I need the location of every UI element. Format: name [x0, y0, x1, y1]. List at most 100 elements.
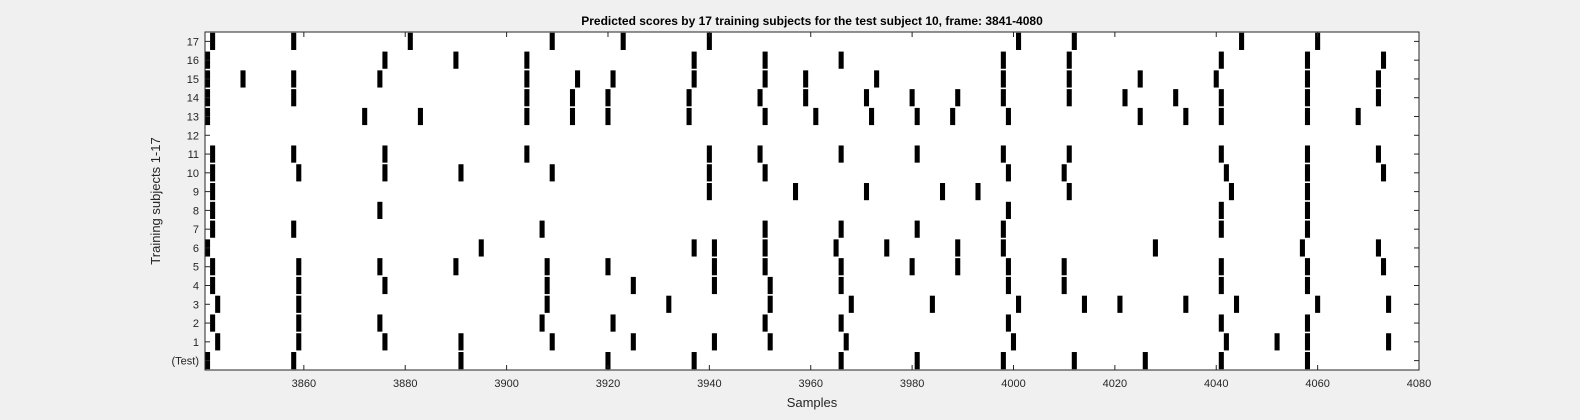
- x-tick-label: 3900: [494, 378, 518, 390]
- score-mark: [955, 239, 961, 257]
- score-mark: [539, 220, 545, 238]
- score-mark: [1274, 333, 1280, 351]
- score-mark: [711, 333, 717, 351]
- score-mark: [838, 220, 844, 238]
- score-mark: [1016, 295, 1022, 313]
- score-mark: [605, 89, 611, 107]
- score-mark: [1386, 295, 1392, 313]
- score-mark: [1304, 89, 1311, 107]
- score-mark: [863, 183, 870, 201]
- score-mark: [1183, 107, 1189, 126]
- score-mark: [1304, 352, 1311, 370]
- x-tick-label: 3960: [798, 378, 822, 390]
- score-mark: [813, 107, 819, 126]
- score-mark: [1066, 70, 1072, 88]
- x-tick-label: 4060: [1305, 378, 1329, 390]
- score-mark: [686, 89, 692, 107]
- score-mark: [767, 276, 773, 295]
- y-tick-label: 7: [193, 224, 199, 236]
- score-mark: [296, 164, 302, 182]
- score-mark: [1228, 183, 1234, 201]
- plot-frame: [204, 31, 1420, 371]
- score-mark: [1304, 107, 1311, 126]
- score-mark: [544, 276, 550, 295]
- x-axis: 3860 3880 3900 3920 3940 3960 3980 4000 4020 4040…: [292, 32, 1431, 390]
- score-mark: [691, 352, 697, 370]
- score-mark: [1218, 352, 1224, 370]
- score-mark: [1122, 89, 1128, 107]
- score-mark: [762, 164, 768, 182]
- score-mark: [620, 32, 626, 50]
- score-mark: [792, 183, 799, 201]
- score-mark: [549, 164, 555, 182]
- score-mark: [874, 70, 880, 88]
- score-mark: [1233, 295, 1240, 313]
- score-mark: [210, 183, 216, 201]
- score-mark: [610, 70, 616, 88]
- score-mark: [1000, 220, 1006, 238]
- x-tick-label: 4000: [1001, 378, 1025, 390]
- score-mark: [296, 333, 302, 351]
- score-mark: [863, 89, 870, 107]
- score-mark: [833, 239, 839, 257]
- score-mark: [458, 333, 464, 351]
- score-mark: [803, 70, 809, 88]
- score-mark: [605, 352, 611, 370]
- y-tick-label: (Test): [172, 356, 200, 368]
- score-mark: [1137, 70, 1143, 88]
- score-mark: [1386, 333, 1392, 351]
- score-mark: [1183, 295, 1189, 313]
- score-mark: [838, 352, 844, 370]
- score-mark: [884, 239, 890, 257]
- x-tick-label: 4080: [1407, 378, 1431, 390]
- score-mark: [417, 107, 423, 126]
- score-mark: [1380, 51, 1387, 69]
- score-mark: [215, 333, 221, 351]
- score-mark: [1005, 258, 1011, 276]
- score-mark: [382, 164, 388, 182]
- score-mark: [1218, 145, 1224, 163]
- score-mark: [1010, 333, 1017, 351]
- score-mark: [1218, 276, 1224, 295]
- score-mark: [605, 107, 611, 126]
- score-mark: [1304, 51, 1311, 69]
- score-mark: [1218, 51, 1224, 69]
- y-tick-label: 11: [188, 149, 199, 161]
- score-mark: [1142, 352, 1148, 370]
- score-mark: [762, 70, 768, 88]
- score-mark: [939, 183, 946, 201]
- score-mark: [1375, 89, 1381, 107]
- score-mark: [1061, 164, 1067, 182]
- score-mark: [539, 314, 545, 332]
- score-mark: [1005, 276, 1011, 295]
- score-mark: [1315, 295, 1321, 313]
- score-mark: [1315, 32, 1321, 50]
- score-mark: [757, 145, 763, 163]
- score-mark: [1000, 145, 1006, 163]
- y-axis-label: Training subjects 1-17: [148, 137, 163, 264]
- score-mark: [1005, 201, 1011, 219]
- score-mark: [843, 333, 849, 351]
- score-mark: [762, 258, 768, 276]
- score-mark: [767, 333, 773, 351]
- score-mark: [838, 145, 844, 163]
- y-tick-label: 10: [187, 168, 199, 180]
- score-mark: [524, 107, 530, 126]
- score-mark: [569, 89, 576, 107]
- y-tick-label: 16: [187, 55, 199, 67]
- score-mark: [1071, 32, 1077, 50]
- score-mark: [575, 70, 581, 88]
- score-mark: [762, 107, 768, 126]
- score-mark: [1299, 239, 1305, 257]
- score-mark: [382, 145, 388, 163]
- score-mark: [1117, 295, 1123, 313]
- score-mark: [377, 201, 383, 219]
- y-tick-label: 2: [193, 318, 199, 330]
- score-mark: [914, 352, 920, 370]
- score-mark: [382, 333, 388, 351]
- score-mark: [1066, 51, 1072, 69]
- score-mark: [210, 32, 216, 50]
- score-mark: [1223, 333, 1229, 351]
- score-mark: [362, 107, 368, 126]
- score-mark: [291, 352, 297, 370]
